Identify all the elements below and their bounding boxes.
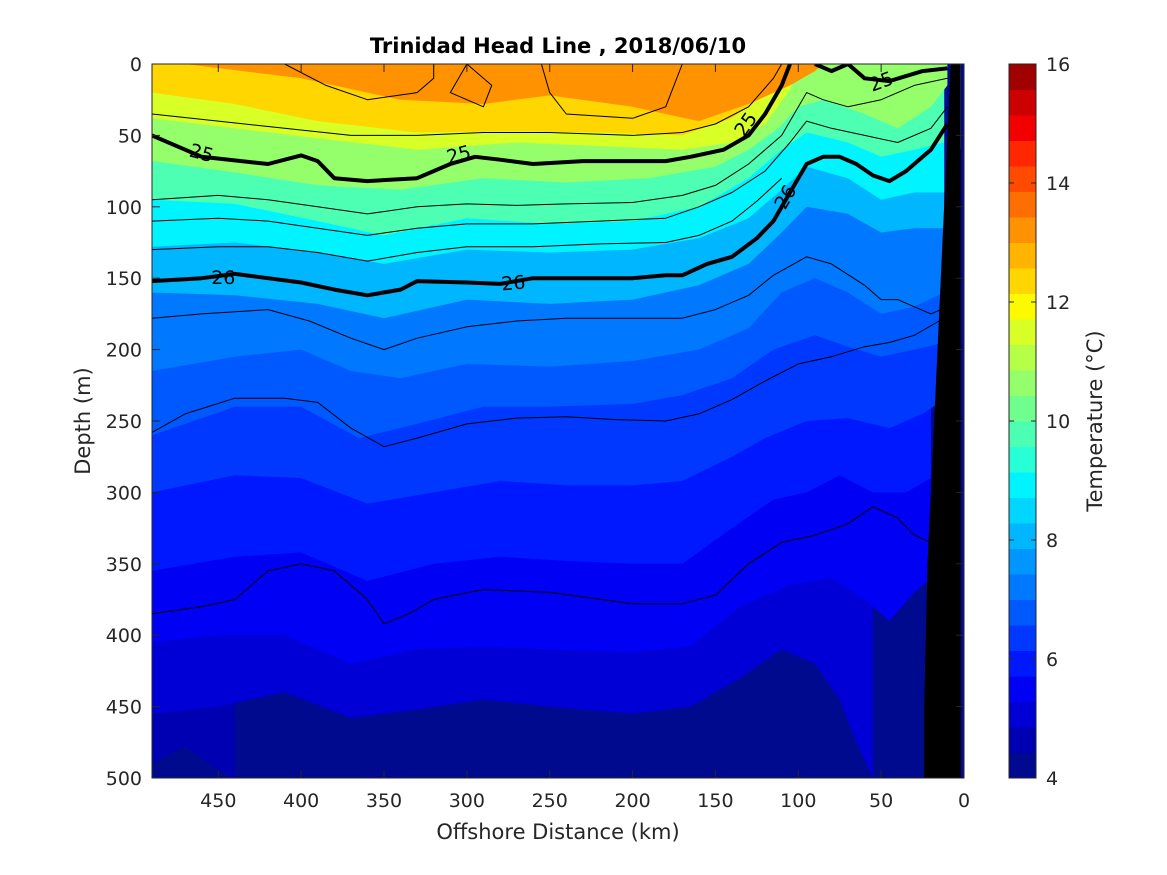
x-tick-label-0: 0: [958, 790, 970, 812]
labeled-contour-lines: [152, 64, 950, 298]
x-tick-label-200: 200: [614, 790, 650, 812]
thin-contour-2: [540, 64, 683, 119]
y-tick-label-100: 100: [106, 197, 142, 219]
y-tick-label-450: 450: [106, 697, 142, 719]
colorbar-swatch-19: [1009, 268, 1036, 294]
colorbar-swatch-6: [1009, 599, 1036, 626]
x-tick-label-450: 450: [200, 790, 236, 812]
colorbar-tick-label-10: 10: [1046, 411, 1070, 433]
colorbar-tick-label-8: 8: [1046, 530, 1058, 552]
colorbar-swatch-11: [1009, 472, 1036, 498]
thin-contour-7: [152, 256, 948, 351]
seafloor-layer: [924, 64, 961, 778]
y-tick-label-250: 250: [106, 411, 142, 433]
colorbar-swatch-7: [1009, 574, 1036, 600]
y-tick-label-500: 500: [106, 768, 142, 790]
labeled-contour-26-2: [152, 122, 950, 298]
y-tick-label-0: 0: [130, 54, 142, 76]
colorbar-swatch-13: [1009, 421, 1036, 447]
plot-area: [152, 64, 964, 778]
colorbar-swatch-1: [1009, 727, 1036, 753]
colorbar: 4 6 8 10 12 14 16: [1008, 54, 1070, 790]
contour-label-4: 26: [211, 267, 235, 289]
thin-contour-5: [152, 106, 948, 236]
contour-label-group-5: 26: [500, 271, 526, 295]
y-tick-label-350: 350: [106, 554, 142, 576]
colorbar-swatch-0: [1009, 752, 1036, 779]
colorbar-label: Temperature (°C): [1083, 330, 1107, 512]
colorbar-swatch-18: [1009, 293, 1036, 320]
x-axis: 450 400 350 300 250 200 150 100 50 0: [200, 64, 970, 812]
thin-contour-1: [449, 64, 493, 108]
colorbar-tick-label-6: 6: [1046, 649, 1058, 671]
x-tick-label-250: 250: [532, 790, 568, 812]
labeled-contour-25-0: [152, 64, 792, 184]
colorbar-tick-label-16: 16: [1046, 54, 1070, 76]
x-tick-label-400: 400: [283, 790, 319, 812]
colorbar-swatch-10: [1009, 497, 1036, 524]
contour-label-group-4: 26: [211, 267, 235, 289]
x-tick-label-350: 350: [366, 790, 402, 812]
x-axis-label: Offshore Distance (km): [436, 820, 679, 844]
colorbar-swatch-15: [1009, 370, 1036, 396]
colorbar-swatch-20: [1009, 242, 1036, 269]
colorbar-tick-label-12: 12: [1046, 292, 1070, 314]
colorbar-swatch-26: [1009, 89, 1036, 116]
seafloor-bathymetry: [924, 64, 961, 778]
y-axis-label: Depth (m): [71, 367, 95, 474]
colorbar-swatch-8: [1009, 548, 1036, 575]
x-tick-label-100: 100: [780, 790, 816, 812]
chart-title: Trinidad Head Line , 2018/06/10: [370, 34, 746, 58]
thin-contour-6: [152, 177, 783, 262]
y-tick-label-400: 400: [106, 625, 142, 647]
x-tick-label-50: 50: [869, 790, 893, 812]
thin-contour-3: [152, 64, 783, 136]
x-tick-label-300: 300: [449, 790, 485, 812]
colorbar-swatch-12: [1009, 446, 1036, 473]
colorbar-swatch-5: [1009, 625, 1036, 651]
colorbar-swatch-9: [1009, 523, 1036, 549]
temperature-band-13: [185, 64, 824, 122]
thin-contour-4: [152, 77, 948, 215]
thin-contour-lines: [152, 64, 948, 625]
colorbar-swatch-22: [1009, 191, 1036, 218]
thin-contour-0: [284, 64, 435, 101]
colorbar-swatch-3: [1009, 676, 1036, 702]
thin-contour-8: [152, 320, 940, 448]
thin-contour-9: [152, 506, 932, 625]
colorbar-swatch-4: [1009, 650, 1036, 677]
y-tick-label-200: 200: [106, 340, 142, 362]
colorbar-swatch-27: [1009, 64, 1036, 90]
y-axis: 0 50 100 150 200 250 300 350 400 450 500: [106, 54, 964, 790]
colorbar-swatch-17: [1009, 319, 1036, 345]
labeled-contour-25-1: [814, 64, 948, 84]
colorbar-swatch-25: [1009, 115, 1036, 141]
y-tick-label-300: 300: [106, 482, 142, 504]
colorbar-tick-label-4: 4: [1046, 768, 1058, 790]
colorbar-swatch-2: [1009, 701, 1036, 728]
colorbar-swatch-16: [1009, 344, 1036, 371]
contour-label-5: 26: [500, 271, 526, 295]
x-tick-label-150: 150: [697, 790, 733, 812]
colorbar-swatch-21: [1009, 217, 1036, 243]
colorbar-swatch-24: [1009, 140, 1036, 167]
colorbar-swatch-14: [1009, 395, 1036, 422]
colorbar-tick-label-14: 14: [1046, 173, 1070, 195]
y-tick-label-150: 150: [106, 268, 142, 290]
colorbar-swatch-23: [1009, 166, 1036, 192]
y-tick-label-50: 50: [118, 125, 142, 147]
temperature-bands: [152, 64, 964, 778]
